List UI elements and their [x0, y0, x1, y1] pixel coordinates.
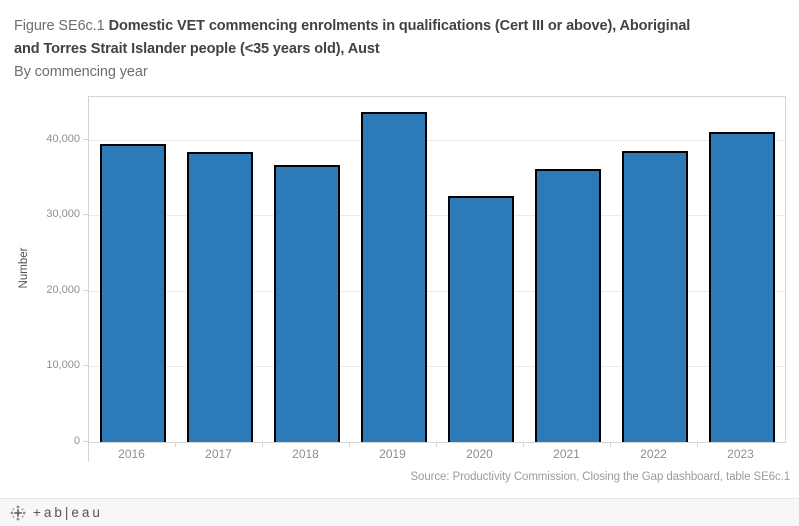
- y-tick-label-30000: 30,000: [46, 208, 80, 221]
- y-tick-mark-30000: [83, 214, 88, 216]
- x-tick-label-2021: 2021: [553, 447, 580, 461]
- bar-2018[interactable]: [273, 165, 340, 442]
- plot-area: [88, 96, 786, 443]
- y-tick-mark-40000: [83, 138, 88, 140]
- y-tick-label-10000: 10,000: [46, 359, 80, 371]
- footer-bar: +ab|eau: [0, 498, 799, 526]
- x-tick-mark-5: [523, 442, 524, 447]
- bar-2017[interactable]: [186, 152, 253, 442]
- tableau-logo-icon: [10, 505, 26, 520]
- tableau-logo-text: +ab|eau: [33, 505, 103, 520]
- gridline-30000: [89, 215, 785, 217]
- gridline-10000: [89, 366, 785, 367]
- bar-2022[interactable]: [621, 151, 688, 442]
- x-tick-mark-4: [436, 442, 437, 447]
- y-tick-label-20000: 20,000: [46, 283, 80, 296]
- x-tick-mark-2: [262, 442, 263, 447]
- x-tick-mark-3: [349, 442, 350, 447]
- bar-2020[interactable]: [447, 196, 514, 442]
- bar-2023[interactable]: [708, 131, 775, 442]
- source-note: Source: Productivity Commission, Closing…: [410, 471, 790, 483]
- chart-title-line1: Figure SE6c.1 Domestic VET commencing enr…: [14, 15, 690, 38]
- x-tick-mark-6: [610, 442, 611, 447]
- x-tick-label-2020: 2020: [466, 447, 493, 461]
- x-tick-label-2019: 2019: [379, 447, 406, 461]
- x-tick-label-2018: 2018: [292, 447, 319, 461]
- bar-2019[interactable]: [360, 112, 427, 442]
- y-tick-mark-20000: [83, 289, 88, 291]
- gridline-20000: [89, 290, 785, 292]
- x-tick-label-2017: 2017: [205, 447, 232, 461]
- bar-2016[interactable]: [99, 143, 166, 442]
- chart-title-line2: and Torres Strait Islander people (<35 y…: [14, 41, 380, 57]
- gridline-40000: [89, 139, 785, 141]
- y-tick-label-0: 0: [73, 434, 80, 447]
- y-tick-mark-10000: [83, 365, 88, 366]
- chart-title-text: Domestic VET commencing enrolments in qu…: [108, 18, 691, 34]
- y-tick-label-40000: 40,000: [46, 132, 80, 145]
- x-tick-mark-1: [175, 442, 176, 447]
- x-axis-left-spine: [88, 442, 89, 462]
- tableau-logo-link[interactable]: +ab|eau: [10, 505, 103, 521]
- y-tick-mark-0: [83, 440, 88, 442]
- chart-subtitle: By commencing year: [14, 64, 148, 80]
- bar-2021[interactable]: [534, 169, 601, 442]
- chart-title-block: Figure SE6c.1 Domestic VET commencing enr…: [14, 15, 690, 84]
- x-tick-label-2022: 2022: [640, 447, 667, 461]
- figure-label: Figure SE6c.1: [14, 18, 105, 34]
- x-tick-mark-7: [697, 442, 698, 447]
- x-tick-label-2016: 2016: [118, 447, 145, 461]
- x-tick-label-2023: 2023: [727, 447, 754, 461]
